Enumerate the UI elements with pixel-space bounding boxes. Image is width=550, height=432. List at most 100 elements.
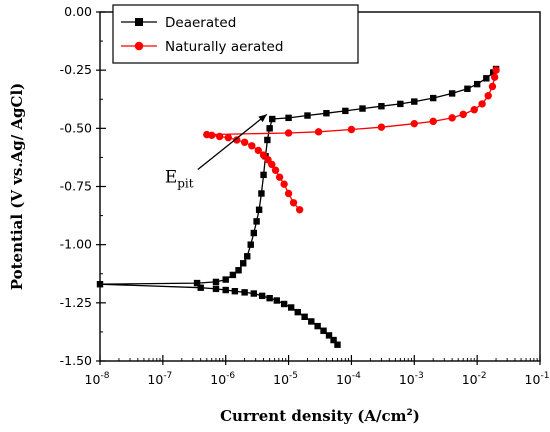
data-point: [258, 292, 266, 300]
data-point: [250, 229, 258, 237]
data-point: [266, 125, 273, 132]
data-point: [334, 341, 341, 348]
data-point: [96, 281, 104, 288]
data-point: [492, 66, 500, 74]
data-point: [347, 125, 356, 134]
legend-label: Deaerated: [165, 15, 236, 31]
x-tick-label: 10-5: [273, 371, 298, 387]
series-line: [99, 68, 497, 346]
data-point: [271, 166, 280, 174]
data-point: [250, 290, 258, 297]
data-point: [308, 318, 315, 325]
x-tick-label: 10-6: [210, 371, 235, 387]
data-point: [314, 128, 323, 136]
data-point: [359, 105, 366, 112]
data-point: [212, 278, 220, 286]
data-point: [231, 288, 239, 295]
data-point: [429, 117, 437, 126]
data-point: [235, 267, 242, 274]
data-point: [295, 206, 304, 214]
x-tick-label: 10-7: [147, 371, 172, 387]
data-point: [203, 130, 211, 139]
x-tick-exponent: -8: [100, 371, 109, 381]
data-point: [260, 171, 267, 179]
annotation-layer: Epit: [165, 113, 268, 191]
x-tick-exponent: -1: [540, 371, 549, 381]
data-point: [342, 107, 349, 115]
y-tick-label: -1.25: [60, 295, 92, 310]
data-point: [411, 98, 418, 105]
legend-marker: [135, 18, 143, 26]
data-point: [212, 285, 220, 293]
legend-label: Naturally aerated: [165, 39, 283, 55]
x-tick-exponent: -6: [226, 371, 235, 381]
data-point: [490, 73, 499, 81]
data-point: [229, 271, 237, 279]
data-point: [314, 322, 321, 330]
data-point: [484, 92, 492, 100]
data-point: [264, 136, 271, 144]
data-point: [448, 90, 456, 97]
data-point: [222, 276, 229, 283]
x-tick-label: 10-3: [399, 371, 424, 387]
y-tick-label: -0.25: [60, 62, 92, 77]
data-point: [259, 151, 268, 159]
x-tick-exponent: -7: [163, 371, 172, 381]
data-point: [264, 156, 272, 164]
legend: Deaerated Naturally aerated: [112, 4, 359, 64]
data-point: [269, 115, 276, 123]
y-axis-label: Potential (V vs.Ag/ AgCl): [8, 83, 26, 291]
data-point: [275, 173, 284, 181]
data-point: [244, 253, 251, 260]
annotation-arrowhead: [258, 114, 267, 123]
data-point: [247, 241, 254, 248]
data-point: [483, 75, 490, 82]
axis-ticks: 0.00 -0.25 -0.50 -0.75 -1.00 -1.25 -1.50 10-8 10…: [60, 4, 550, 387]
data-point: [378, 103, 385, 110]
data-point: [397, 100, 404, 108]
data-point: [255, 206, 263, 213]
data-point: [197, 284, 204, 291]
data-point: [470, 106, 478, 114]
data-point: [241, 289, 248, 296]
legend-entry: Naturally aerated: [121, 39, 283, 55]
y-tick-label: -0.50: [60, 120, 92, 135]
data-point: [430, 94, 437, 102]
data-point: [215, 132, 224, 141]
data-point: [473, 80, 481, 88]
data-point: [320, 327, 327, 334]
data-point: [240, 260, 247, 267]
data-point: [224, 133, 233, 142]
data-point: [254, 146, 263, 155]
annotation-e-pit: Epit: [165, 113, 268, 191]
x-tick-label: 10-4: [336, 371, 361, 387]
data-point: [253, 218, 260, 225]
data-point: [287, 304, 295, 311]
data-point: [285, 114, 292, 122]
data-point: [294, 308, 301, 316]
y-tick-label: -1.00: [60, 237, 92, 252]
data-point: [280, 300, 288, 308]
data-point: [284, 129, 293, 137]
x-tick-label: 10-1: [525, 371, 550, 387]
annotation-label: Epit: [165, 168, 194, 191]
x-tick-label: 10-8: [85, 371, 110, 387]
x-tick-exponent: -4: [352, 371, 361, 381]
data-point: [478, 100, 486, 108]
data-point: [304, 112, 311, 119]
y-tick-label: -0.75: [60, 179, 92, 194]
data-point: [323, 110, 330, 117]
data-point: [289, 199, 298, 207]
x-tick-label: 10-2: [462, 371, 487, 387]
data-point: [325, 332, 333, 339]
data-point: [248, 142, 256, 150]
data-point: [330, 336, 337, 344]
data-point: [280, 180, 288, 188]
x-tick-exponent: -5: [289, 371, 298, 381]
data-point: [240, 138, 249, 146]
data-point: [377, 123, 386, 131]
series-layer: [96, 65, 500, 348]
series-naturally-aerated: [203, 66, 500, 214]
x-axis-label: Current density (A/cm2): [220, 407, 420, 425]
